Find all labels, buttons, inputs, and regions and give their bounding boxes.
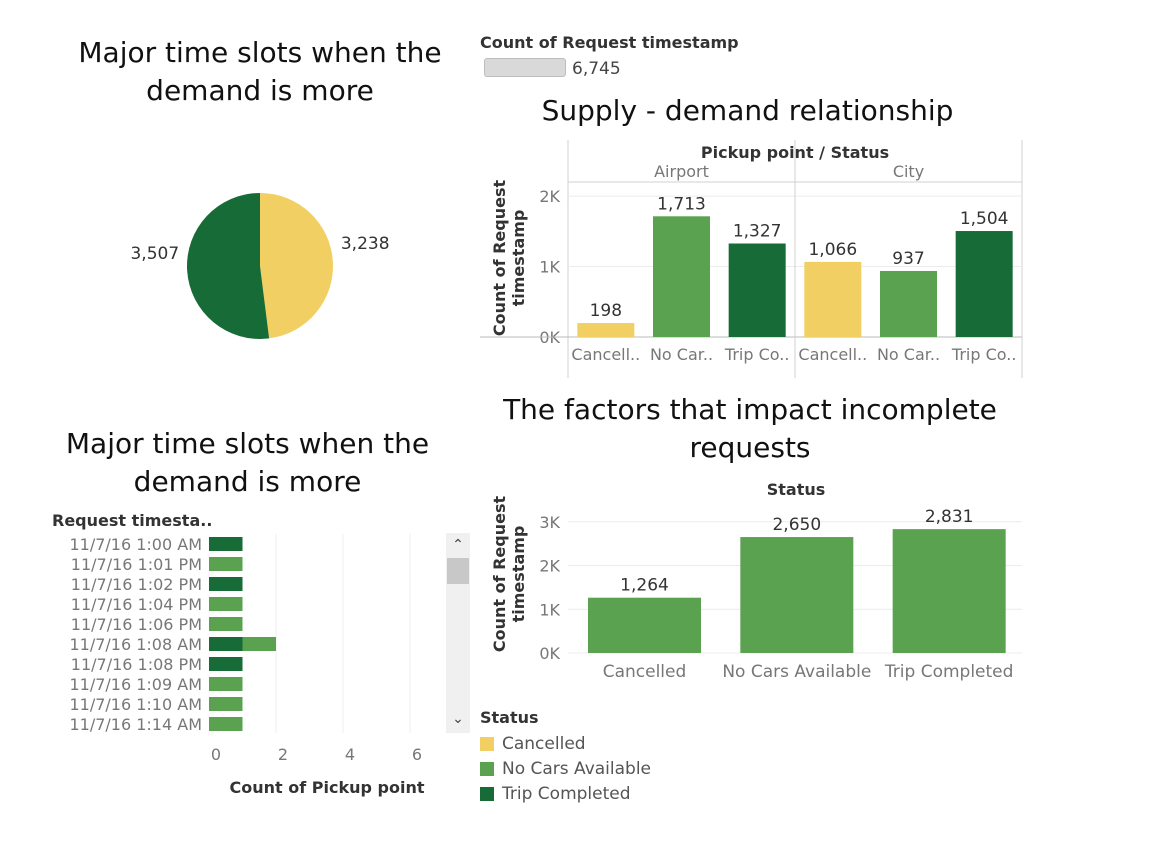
kpi-label: Count of Request timestamp xyxy=(480,33,739,52)
bar-segment xyxy=(209,677,243,691)
timeslots-chart: Request timesta.. 0 2 4 6 Count of Pickup poi… xyxy=(52,511,425,797)
legend-swatch xyxy=(480,786,494,801)
factors-header: Status xyxy=(767,480,826,499)
bar xyxy=(955,231,1013,337)
pie-slice xyxy=(260,193,333,339)
row-label: 11/7/16 1:08 PM xyxy=(71,655,202,674)
x-tick-label: Cancelled xyxy=(603,662,687,682)
row-label: 11/7/16 1:10 AM xyxy=(69,695,202,714)
bar-value-label: 1,504 xyxy=(960,209,1009,229)
x-tick-label: Cancell.. xyxy=(798,345,867,364)
bar-value-label: 2,650 xyxy=(772,515,821,535)
status-legend: Status Cancelled No Cars Available Trip Co… xyxy=(480,708,651,806)
legend-item[interactable]: No Cars Available xyxy=(480,756,651,781)
bar xyxy=(728,243,786,337)
bar-value-label: 1,713 xyxy=(657,194,706,214)
pie-slice xyxy=(187,193,270,339)
bar xyxy=(892,529,1006,653)
x-axis-label: Count of Pickup point xyxy=(230,778,425,797)
scroll-thumb[interactable] xyxy=(447,558,469,584)
bar-value-label: 937 xyxy=(892,249,924,269)
x-tick-label: 2 xyxy=(278,745,288,764)
x-tick-label: No Car.. xyxy=(877,345,940,364)
bar-segment xyxy=(209,537,243,551)
pie-slice-label: 3,238 xyxy=(341,234,390,254)
y-tick-label: 2K xyxy=(539,187,560,206)
supply-title: Supply - demand relationship xyxy=(541,94,954,127)
row-label: 11/7/16 1:14 AM xyxy=(69,715,202,734)
bar-segment xyxy=(209,577,243,591)
scroll-up-icon[interactable]: ⌃ xyxy=(452,537,464,553)
row-label: 11/7/16 1:02 PM xyxy=(71,575,202,594)
legend-item[interactable]: Cancelled xyxy=(480,731,651,756)
bar-value-label: 2,831 xyxy=(925,507,974,527)
row-label: 11/7/16 1:06 PM xyxy=(71,615,202,634)
y-tick-label: 0K xyxy=(539,644,560,663)
factors-chart: Status 0K 1K 2K 3K Count of Requesttimestamp 1… xyxy=(490,480,1022,682)
group-label: Airport xyxy=(654,162,709,181)
x-tick-label: Cancell.. xyxy=(571,345,640,364)
bar-segment xyxy=(209,617,243,631)
bar xyxy=(577,323,635,337)
legend-label: Cancelled xyxy=(502,733,586,754)
bar-value-label: 1,264 xyxy=(620,576,669,596)
x-tick-label: Trip Co.. xyxy=(724,345,790,364)
y-tick-label: 1K xyxy=(539,258,560,277)
pie-chart: 3,238 3,507 xyxy=(130,193,390,339)
legend-title: Status xyxy=(480,708,539,727)
bar-segment xyxy=(209,697,243,711)
legend-item[interactable]: Trip Completed xyxy=(480,781,651,806)
factors-title: The factors that impact incomplete reque… xyxy=(503,393,997,464)
row-label: 11/7/16 1:04 PM xyxy=(71,595,202,614)
row-label: 11/7/16 1:08 AM xyxy=(69,635,202,654)
bar-value-label: 1,327 xyxy=(733,222,782,242)
x-tick-label: Trip Completed xyxy=(884,662,1014,682)
bar-value-label: 198 xyxy=(590,301,622,321)
x-tick-label: No Car.. xyxy=(650,345,713,364)
bar-segment xyxy=(209,657,243,671)
bar-segment xyxy=(209,717,243,731)
bar-segment xyxy=(242,637,276,651)
group-label: City xyxy=(893,162,924,181)
y-axis-label: Count of Requesttimestamp xyxy=(490,496,528,653)
x-tick-label: 4 xyxy=(345,745,355,764)
bar-segment xyxy=(209,597,243,611)
legend-label: Trip Completed xyxy=(502,783,631,804)
pie-slice-label: 3,507 xyxy=(130,244,179,264)
bar xyxy=(880,270,937,337)
bar xyxy=(804,261,862,337)
bar-segment xyxy=(209,557,243,571)
y-tick-label: 3K xyxy=(539,513,560,532)
bar xyxy=(653,216,710,337)
scroll-down-icon[interactable]: ⌄ xyxy=(452,711,464,727)
legend-swatch xyxy=(480,736,494,751)
kpi-bar xyxy=(484,58,566,77)
bar-value-label: 1,066 xyxy=(808,240,857,260)
legend-label: No Cars Available xyxy=(502,758,652,779)
kpi-value: 6,745 xyxy=(572,59,621,79)
pie-title: Major time slots when the demand is more xyxy=(78,36,442,107)
row-label: 11/7/16 1:00 AM xyxy=(69,535,202,554)
timeslots-scrollbar[interactable]: ⌃ ⌄ xyxy=(446,533,470,733)
bar xyxy=(588,597,701,653)
row-label: 11/7/16 1:09 AM xyxy=(69,675,202,694)
y-axis-label: Count of Requesttimestamp xyxy=(490,180,528,337)
timeslots-title: Major time slots when the demand is more xyxy=(65,427,430,498)
x-tick-label: 6 xyxy=(412,745,422,764)
bar xyxy=(740,537,854,653)
x-tick-label: 0 xyxy=(211,745,221,764)
x-tick-label: Trip Co.. xyxy=(951,345,1017,364)
y-tick-label: 2K xyxy=(539,557,560,576)
y-tick-label: 1K xyxy=(539,600,560,619)
legend-swatch xyxy=(480,761,494,776)
row-label: 11/7/16 1:01 PM xyxy=(71,555,202,574)
bar-segment xyxy=(209,637,243,651)
x-tick-label: No Cars Available xyxy=(722,662,871,682)
row-header: Request timesta.. xyxy=(52,511,212,530)
